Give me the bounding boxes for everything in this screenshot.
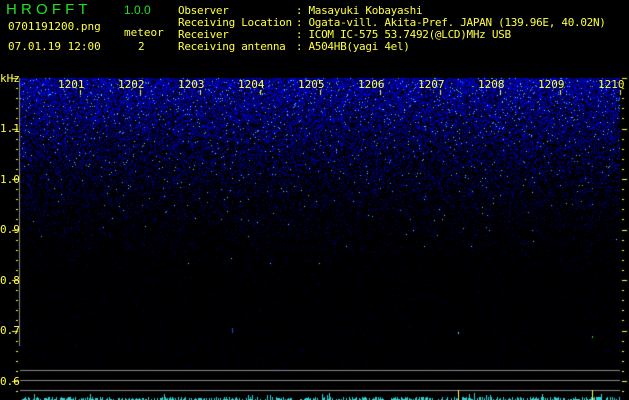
info-label-location: Receiving Location (178, 16, 292, 29)
info-value-antenna: A504HB(yagi 4el) (308, 40, 410, 53)
x-tick-label: 1203 (178, 78, 205, 91)
station-info: Observer : Masayuki Kobayashi Receiving … (178, 4, 606, 53)
app-version: 1.0.0 (124, 3, 151, 17)
file-datetime: 07.01.19 12:00 (8, 40, 101, 53)
info-label-antenna: Receiving antenna (178, 40, 286, 53)
info-value-receiver: ICOM IC-575 53.7492(@LCD)MHz USB (308, 28, 511, 41)
x-tick-label: 1208 (478, 78, 505, 91)
x-tick-label: 1204 (238, 78, 265, 91)
info-label-receiver: Receiver (178, 28, 229, 41)
info-value-observer: Masayuki Kobayashi (308, 4, 423, 17)
y-tick-label: 0.7 (0, 324, 20, 337)
info-label-observer: Observer (178, 4, 229, 17)
y-tick-label: 0.9 (0, 223, 20, 236)
info-value-location: Ogata-vill. Akita-Pref. JAPAN (139.96E, … (308, 16, 606, 29)
x-tick-label: 1206 (358, 78, 385, 91)
x-tick-label: 1207 (418, 78, 445, 91)
x-tick-label: 1209 (538, 78, 565, 91)
x-tick-label: 1201 (58, 78, 85, 91)
x-tick-label: 1205 (298, 78, 325, 91)
x-tick-label: 1202 (118, 78, 145, 91)
meteor-label: meteor (124, 26, 164, 39)
x-tick-label: 1210 (598, 78, 625, 91)
y-tick-label: 0.6 (0, 374, 20, 388)
app-title: H R O F F T (6, 1, 88, 18)
y-tick-label: 1.1 (0, 122, 20, 135)
y-axis-unit: kHz (0, 72, 20, 85)
y-tick-label: 0.8 (0, 273, 20, 287)
meteor-count: 2 (138, 40, 145, 53)
file-name: 0701191200.png (8, 20, 101, 33)
y-tick-label: 1.0 (0, 172, 20, 186)
